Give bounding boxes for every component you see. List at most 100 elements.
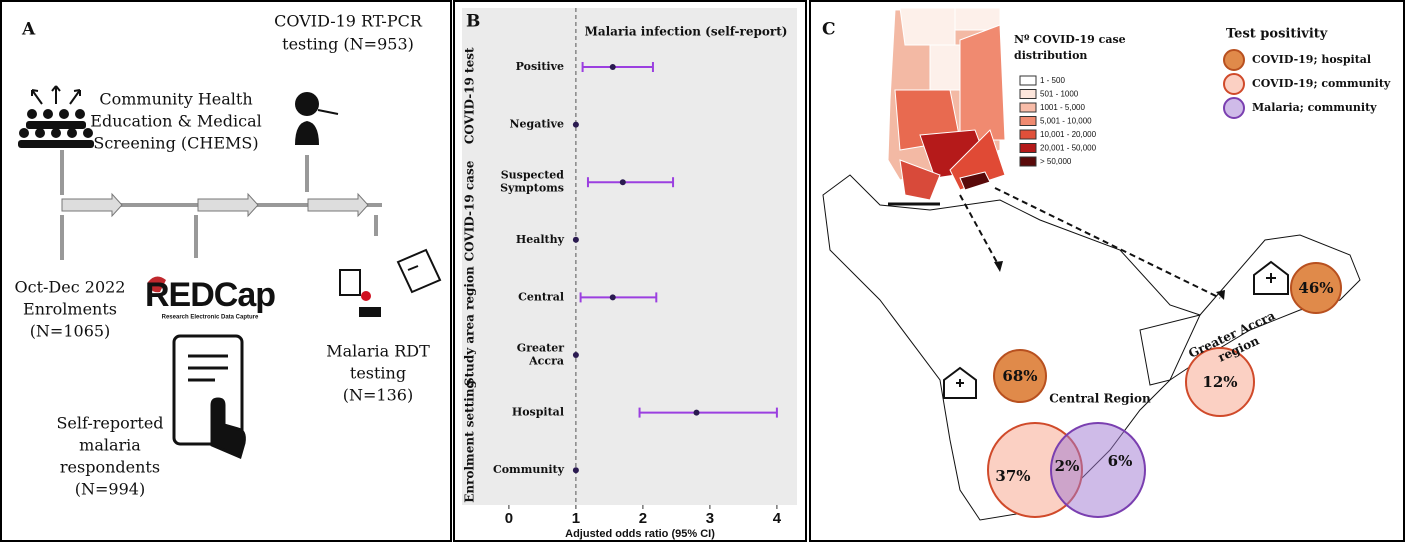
category-label: Positive (516, 60, 564, 73)
x-axis-label: Adjusted odds ratio (95% CI) (565, 528, 715, 540)
redcap-icon (148, 276, 166, 293)
pct-label: 6% (1108, 452, 1133, 470)
rdt-icon (339, 248, 442, 317)
community-circle (1185, 347, 1255, 417)
pct-label: 68% (1002, 367, 1037, 385)
category-label: Central (518, 290, 564, 303)
panel-a: A Community Health Education & Medical S… (15, 12, 442, 499)
category-label: Suspected Symptoms (500, 169, 564, 195)
point-estimate (609, 294, 616, 301)
pct-label: 37% (995, 467, 1030, 485)
region-outline (822, 174, 1361, 521)
region-label: Central Region (1049, 392, 1151, 406)
pct-label: 2% (1055, 457, 1080, 475)
map-legend: 1 - 500 501 - 1000 1001 - 5,000 5,001 - 10,… (1019, 75, 1097, 167)
swab-icon (295, 92, 339, 145)
region-border (1139, 314, 1201, 386)
group-label: Study area region (463, 266, 477, 386)
legend-label: Malaria; community (1252, 101, 1377, 114)
x-tick-label: 4 (773, 510, 782, 527)
legend-swatch (1223, 49, 1245, 71)
rdt-label: testing (350, 364, 406, 383)
pct-label: 46% (1298, 279, 1333, 297)
legend-swatch (1223, 97, 1245, 119)
self-label: respondents (60, 458, 160, 477)
x-tick-label: 2 (639, 510, 647, 527)
map-legend-swatch (1019, 143, 1037, 153)
redcap-sub: Research Electronic Data Capture (162, 315, 259, 321)
point-estimate (572, 121, 579, 128)
map-legend-label: 10,001 - 20,000 (1040, 130, 1097, 139)
enrol-label: (N=1065) (30, 322, 111, 341)
arrowheads (994, 261, 1225, 300)
panel-c: C Nº COVID-19 case distribution 1 - 500 5… (822, 7, 1391, 521)
chems-label: Education & Medical (90, 112, 261, 131)
point-estimate (619, 179, 626, 186)
category-label: Hospital (512, 406, 564, 419)
redcap-logo: REDCap (145, 276, 275, 314)
category-label: Greater Accra (517, 342, 564, 368)
legend-label: COVID-19; community (1252, 77, 1391, 90)
map-legend-label: 5,001 - 10,000 (1040, 117, 1092, 126)
rdt-label: (N=136) (343, 386, 413, 405)
pct-label: 12% (1202, 373, 1237, 391)
chems-label: Community Health (99, 90, 252, 109)
panel-a-frame (0, 0, 452, 542)
hospital-icons (943, 260, 1289, 399)
enrol-label: Oct-Dec 2022 (15, 278, 126, 297)
panel-b: B Malaria infection (self-report) Adjust… (462, 8, 797, 540)
group-label: Enrolment setting (463, 379, 477, 502)
pcr-label: COVID-19 RT-PCR (274, 12, 423, 31)
legend-title: Test positivity (1226, 27, 1328, 42)
x-tick-label: 1 (572, 510, 580, 527)
category-label: Negative (509, 118, 564, 131)
map-legend-swatch (1019, 156, 1037, 167)
group-label: COVID-19 case (463, 160, 477, 261)
tablet-icon (172, 334, 246, 460)
map-legend-label: > 50,000 (1040, 157, 1072, 166)
chart-title: Malaria infection (self-report) (585, 25, 788, 39)
category-label: Community (493, 463, 565, 476)
map-legend-swatch (1019, 75, 1037, 86)
legend-swatch (1223, 73, 1245, 95)
rdt-label: Malaria RDT (326, 342, 430, 361)
zoom-arrows (959, 187, 1221, 299)
map-legend-swatch (1019, 129, 1037, 140)
point-estimate (572, 467, 579, 474)
hospital-circle (1290, 262, 1342, 314)
map-legend-swatch (1019, 89, 1037, 99)
map-legend-label: 20,001 - 50,000 (1040, 144, 1097, 153)
panel-letter: C (822, 20, 836, 40)
map-legend-label: 501 - 1000 (1040, 90, 1079, 99)
enrol-label: Enrolments (23, 300, 117, 319)
plot-background (462, 8, 797, 505)
self-label: malaria (79, 436, 141, 455)
map-legend-swatch (1019, 102, 1037, 113)
x-tick-label: 0 (505, 510, 513, 527)
map-legend-swatch (1019, 116, 1037, 126)
x-tick-label: 3 (706, 510, 714, 527)
point-estimate (572, 352, 579, 358)
map-legend-title: Nº COVID-19 case (1014, 33, 1126, 46)
legend-label: COVID-19; hospital (1252, 53, 1371, 66)
panel-letter: B (466, 12, 480, 32)
malaria-circle (1050, 422, 1146, 518)
chems-label: Screening (CHEMS) (93, 134, 258, 153)
crowd-icon (18, 85, 94, 148)
panel-c-frame (809, 0, 1405, 542)
map-legend-label: 1 - 500 (1040, 76, 1065, 85)
point-estimate (572, 236, 579, 243)
point-estimate (609, 64, 616, 70)
panel-letter: A (21, 20, 36, 40)
self-label: Self-reported (56, 414, 163, 433)
self-label: (N=994) (75, 480, 145, 499)
hospital-circle (993, 349, 1047, 403)
group-label: COVID-19 test (463, 47, 477, 144)
pcr-label: testing (N=953) (282, 35, 414, 54)
timeline-arrows (61, 192, 369, 218)
category-label: Healthy (516, 233, 565, 246)
map-legend-label: 1001 - 5,000 (1040, 103, 1085, 112)
point-estimate (693, 409, 700, 416)
